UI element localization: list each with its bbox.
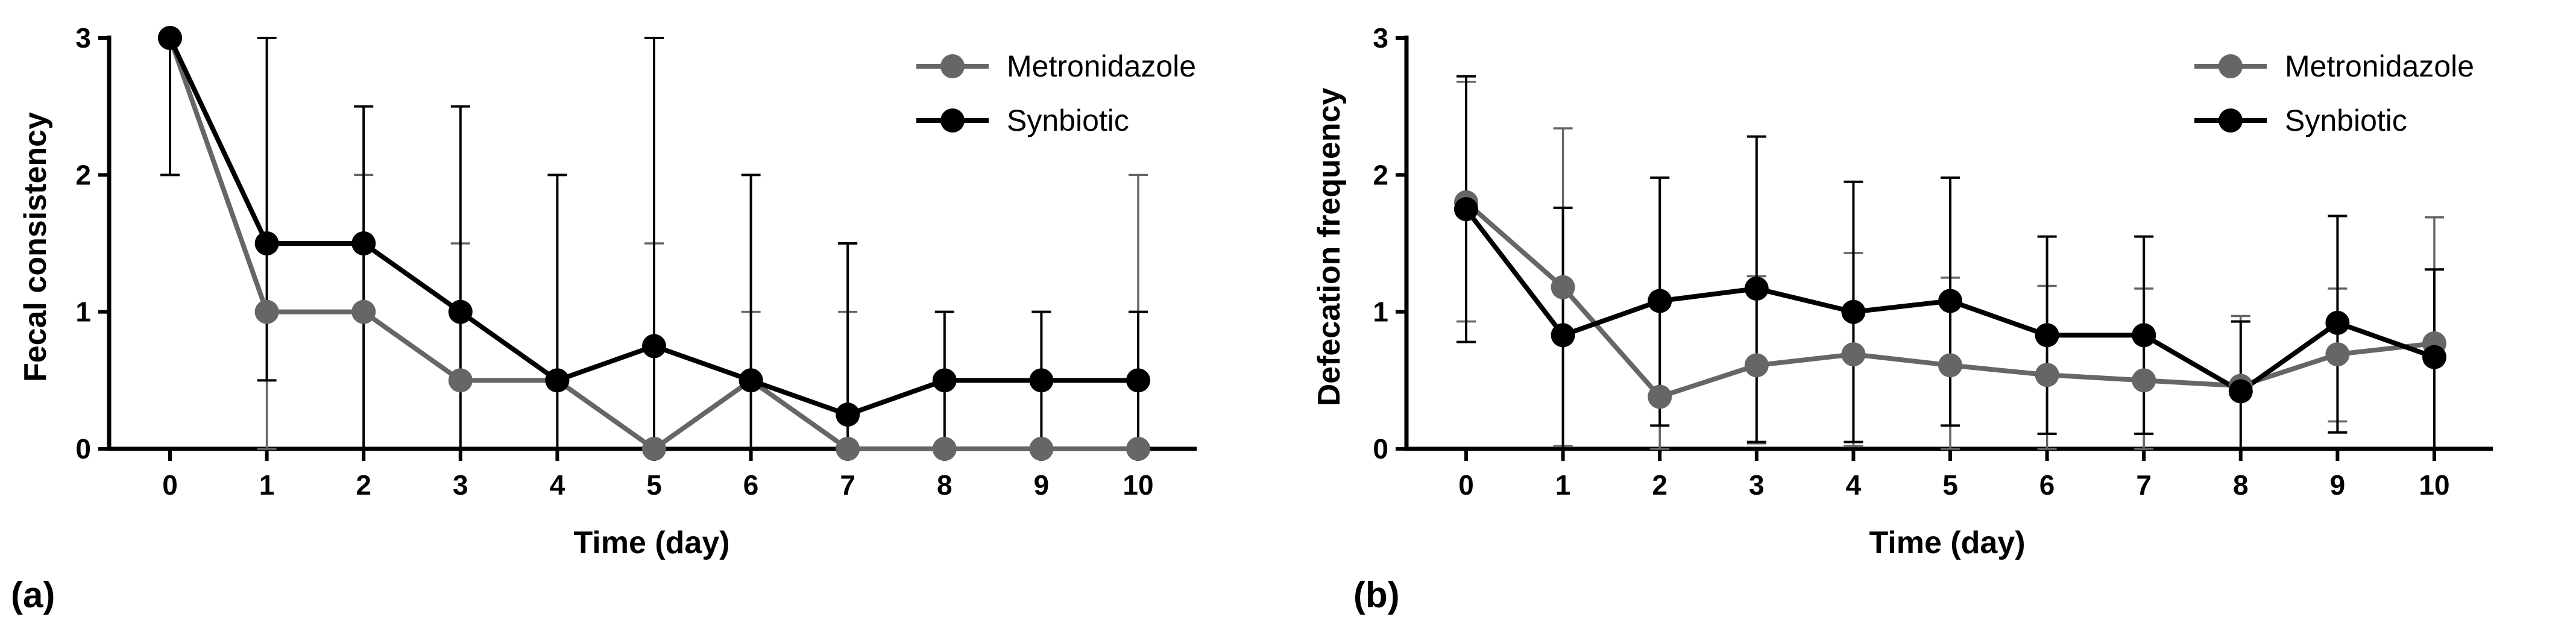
data-point-synbiotic xyxy=(351,231,376,255)
x-tick-label: 9 xyxy=(1034,469,1050,501)
legend-label-metronidazole: Metronidazole xyxy=(1007,49,1196,83)
x-tick-label: 9 xyxy=(2330,469,2346,501)
data-point-metronidazole xyxy=(932,437,957,461)
legend-label-synbiotic: Synbiotic xyxy=(2285,104,2407,137)
panel-b-y-axis-title: Defecation frequency xyxy=(1312,88,1347,407)
x-tick-label: 5 xyxy=(646,469,662,501)
legend-marker-metronidazole xyxy=(2219,54,2243,78)
x-tick-label: 6 xyxy=(2039,469,2055,501)
x-tick-label: 0 xyxy=(162,469,178,501)
panel-a-label: (a) xyxy=(11,575,55,615)
x-tick-label: 8 xyxy=(2233,469,2249,501)
panel-b-x-axis-title: Time (day) xyxy=(1869,525,2025,560)
panel-a-data-points xyxy=(158,26,1150,461)
x-tick-label: 1 xyxy=(1555,469,1571,501)
data-point-synbiotic xyxy=(2228,379,2253,404)
data-point-metronidazole xyxy=(836,437,860,461)
data-point-metronidazole xyxy=(1126,437,1150,461)
x-tick-label: 2 xyxy=(356,469,371,501)
data-point-synbiotic xyxy=(2132,323,2156,348)
data-point-synbiotic xyxy=(1454,197,1478,222)
x-tick-label: 4 xyxy=(550,469,565,501)
data-point-metronidazole xyxy=(351,299,376,324)
data-point-metronidazole xyxy=(1029,437,1054,461)
y-tick-label: 2 xyxy=(1373,159,1388,190)
x-tick-label: 0 xyxy=(1458,469,1474,501)
panel-a-y-axis-title: Fecal consistency xyxy=(18,112,53,382)
panel-b-axes: 0 1 2 3 0 1 2 3 4 5 6 7 8 9 10 xyxy=(1373,22,2493,501)
data-point-synbiotic xyxy=(2035,323,2059,348)
data-point-synbiotic xyxy=(642,334,666,358)
x-tick-label: 4 xyxy=(1846,469,1862,501)
data-point-metronidazole xyxy=(642,437,666,461)
x-tick-label: 3 xyxy=(453,469,468,501)
x-tick-label: 3 xyxy=(1749,469,1765,501)
x-tick-label: 5 xyxy=(1942,469,1958,501)
x-tick-label: 1 xyxy=(259,469,275,501)
panel-b-data-points xyxy=(1454,190,2446,409)
legend-label-synbiotic: Synbiotic xyxy=(1007,104,1129,137)
data-point-synbiotic xyxy=(738,368,763,393)
x-tick-label: 7 xyxy=(840,469,855,501)
panel-b-legend: Metronidazole Synbiotic xyxy=(2194,49,2474,137)
data-point-metronidazole xyxy=(1551,275,1575,299)
data-point-synbiotic xyxy=(1126,368,1150,393)
x-tick-label: 2 xyxy=(1652,469,1667,501)
legend-marker-synbiotic xyxy=(940,108,965,133)
data-point-metronidazole xyxy=(2035,363,2059,387)
data-point-metronidazole xyxy=(2325,342,2350,367)
data-point-synbiotic xyxy=(2325,310,2350,335)
panel-a-axes: 0 1 2 3 0 1 2 3 4 5 6 7 8 9 10 xyxy=(75,22,1197,501)
data-point-metronidazole xyxy=(1841,342,1866,367)
y-tick-label: 3 xyxy=(75,22,91,54)
x-tick-label: 7 xyxy=(2136,469,2152,501)
panel-b-label: (b) xyxy=(1353,575,1400,615)
legend-label-metronidazole: Metronidazole xyxy=(2285,49,2474,83)
data-point-synbiotic xyxy=(158,26,182,50)
data-point-synbiotic xyxy=(836,402,860,427)
data-point-synbiotic xyxy=(932,368,957,393)
y-tick-label: 0 xyxy=(75,433,91,465)
data-point-metronidazole xyxy=(1648,384,1672,409)
x-tick-label: 10 xyxy=(2419,469,2449,501)
data-point-metronidazole xyxy=(254,299,279,324)
legend-marker-metronidazole xyxy=(940,54,965,78)
data-point-synbiotic xyxy=(1841,299,1866,324)
data-point-synbiotic xyxy=(254,231,279,255)
data-point-synbiotic xyxy=(1744,277,1769,301)
data-point-synbiotic xyxy=(1938,289,1962,313)
x-tick-label: 10 xyxy=(1123,469,1153,501)
y-tick-label: 0 xyxy=(1373,433,1388,465)
data-point-metronidazole xyxy=(1938,353,1962,378)
y-tick-label: 2 xyxy=(75,159,91,190)
panel-a-x-axis-title: Time (day) xyxy=(573,525,729,560)
data-point-synbiotic xyxy=(1029,368,1054,393)
y-tick-label: 1 xyxy=(75,296,91,328)
data-point-metronidazole xyxy=(1744,353,1769,378)
data-point-metronidazole xyxy=(448,368,473,393)
data-point-synbiotic xyxy=(1648,289,1672,313)
x-tick-label: 8 xyxy=(937,469,953,501)
panel-a-legend: Metronidazole Synbiotic xyxy=(916,49,1196,137)
data-point-metronidazole xyxy=(2132,368,2156,393)
y-tick-label: 1 xyxy=(1373,296,1388,328)
data-point-synbiotic xyxy=(2422,345,2446,369)
legend-marker-synbiotic xyxy=(2219,108,2243,133)
data-point-synbiotic xyxy=(448,299,473,324)
y-tick-label: 3 xyxy=(1373,22,1388,54)
data-point-synbiotic xyxy=(1551,323,1575,348)
data-point-synbiotic xyxy=(545,368,570,393)
x-tick-label: 6 xyxy=(743,469,759,501)
